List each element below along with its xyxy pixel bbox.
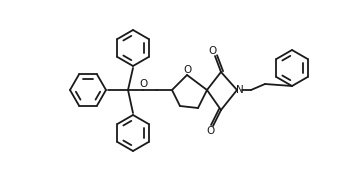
Text: N: N bbox=[236, 85, 244, 95]
Text: O: O bbox=[209, 46, 217, 56]
Text: O: O bbox=[184, 65, 192, 75]
Text: O: O bbox=[207, 126, 215, 136]
Text: O: O bbox=[139, 79, 147, 89]
